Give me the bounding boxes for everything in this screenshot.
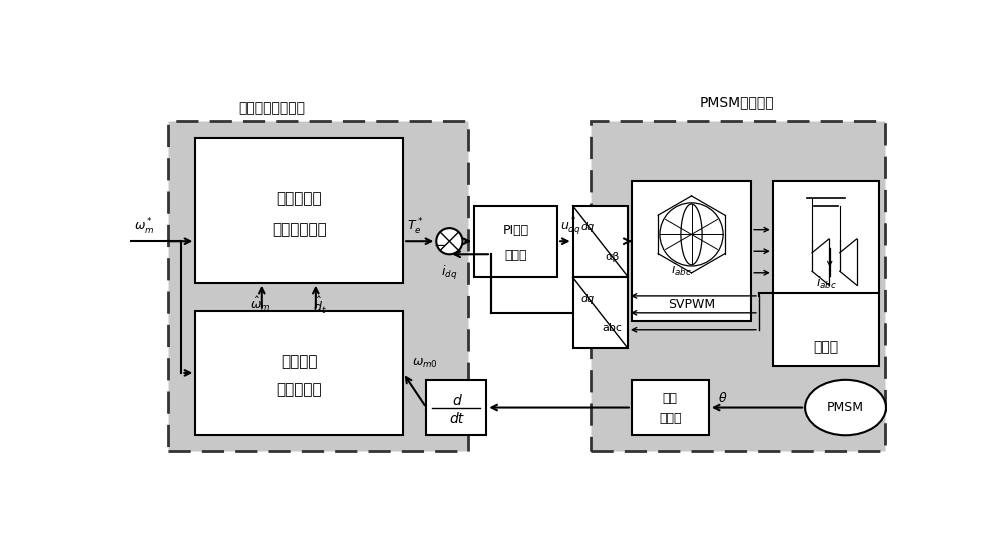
Text: abc: abc bbox=[602, 324, 622, 333]
Bar bbox=[195, 138, 403, 283]
Text: PMSM: PMSM bbox=[827, 401, 864, 414]
Text: 准比例谐振: 准比例谐振 bbox=[276, 192, 322, 207]
Bar bbox=[474, 206, 557, 277]
Bar bbox=[573, 206, 628, 277]
Text: 控制器: 控制器 bbox=[504, 249, 527, 262]
Circle shape bbox=[436, 228, 462, 254]
Text: $u_{dq}^*$: $u_{dq}^*$ bbox=[560, 216, 581, 239]
Text: 自抗扰转速控制器: 自抗扰转速控制器 bbox=[238, 101, 305, 115]
Text: 传感器: 传感器 bbox=[659, 412, 682, 425]
Bar bbox=[573, 277, 628, 348]
Bar bbox=[591, 121, 885, 451]
Text: PI电流: PI电流 bbox=[503, 224, 529, 237]
Text: −: − bbox=[434, 237, 446, 253]
Text: $\hat{\omega}_m$: $\hat{\omega}_m$ bbox=[250, 295, 271, 312]
Bar bbox=[168, 121, 468, 451]
Bar bbox=[632, 181, 751, 321]
Text: $\omega_m^*$: $\omega_m^*$ bbox=[134, 217, 154, 237]
Text: 逆变器: 逆变器 bbox=[813, 340, 838, 354]
Bar bbox=[632, 380, 709, 435]
Text: 自抗扰控制律: 自抗扰控制律 bbox=[272, 222, 327, 237]
Text: 位置: 位置 bbox=[663, 392, 678, 405]
Bar bbox=[426, 380, 486, 435]
Text: $\omega_{m0}$: $\omega_{m0}$ bbox=[412, 357, 438, 370]
Text: $\theta$: $\theta$ bbox=[718, 391, 727, 405]
Text: SVPWM: SVPWM bbox=[668, 298, 715, 311]
Text: $i_{dq}$: $i_{dq}$ bbox=[441, 264, 457, 282]
Text: αβ: αβ bbox=[605, 252, 620, 262]
Text: dq: dq bbox=[581, 293, 595, 304]
Text: 状态观测器: 状态观测器 bbox=[276, 382, 322, 398]
Text: $T_e^*$: $T_e^*$ bbox=[407, 217, 423, 237]
Bar bbox=[773, 181, 879, 366]
Text: d: d bbox=[452, 394, 461, 408]
Text: dq: dq bbox=[581, 222, 595, 232]
Bar bbox=[195, 310, 403, 435]
Text: PMSM和驱动器: PMSM和驱动器 bbox=[700, 96, 775, 110]
Text: 开关扩张: 开关扩张 bbox=[281, 354, 317, 370]
Text: dt: dt bbox=[449, 412, 463, 426]
Ellipse shape bbox=[805, 380, 886, 435]
Text: $i_{abc}$: $i_{abc}$ bbox=[816, 275, 837, 291]
Text: $i_{abc}$: $i_{abc}$ bbox=[671, 262, 692, 278]
Text: $\hat{d}_t$: $\hat{d}_t$ bbox=[313, 295, 327, 315]
